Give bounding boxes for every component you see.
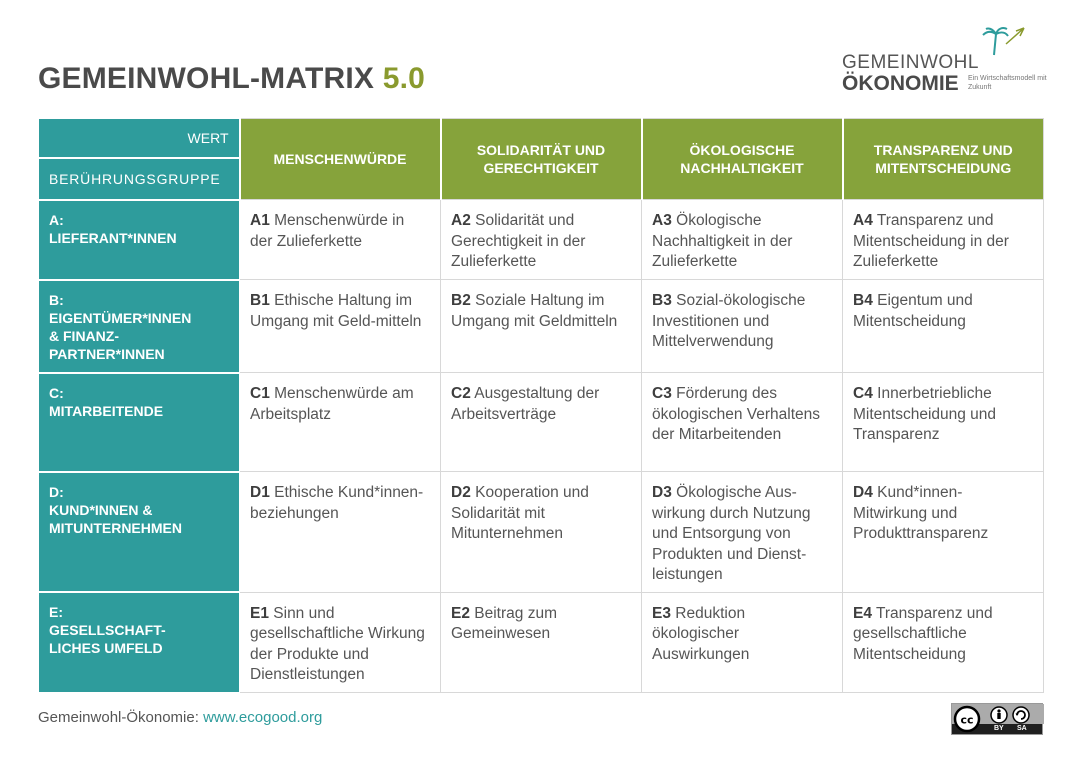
cell-code: C4 [853,385,873,402]
cell-code: A2 [451,212,471,229]
matrix-cell-e1: E1 Sinn und gesellschaftliche Wirkung de… [239,591,441,693]
group-name: B: EIGENTÜMER*INNEN & FINANZ- PARTNER*IN… [49,291,192,362]
cell-text: Menschenwürde am Arbeitsplatz [250,385,414,423]
license-by-label: BY [994,725,1004,732]
cell-text: Transparenz und Mitentscheidung in der Z… [853,212,1009,270]
page-title: GEMEINWOHL-MATRIX 5.0 [38,62,425,96]
matrix-row-d: D: KUND*INNEN & MITUNTERNEHMEN D1 Ethisc… [38,470,1044,593]
cell-code: B2 [451,292,471,309]
logo-line1: GEMEINWOHL [842,52,979,73]
matrix-row-e: E: GESELLSCHAFT- LICHES UMFELD E1 Sinn u… [38,591,1044,693]
svg-text:cc: cc [960,714,973,727]
cell-text: Innerbetriebliche Mitentscheidung und Tr… [853,385,997,443]
value-header-menschenwuerde: MENSCHENWÜRDE [238,118,441,200]
matrix-cell-b2: B2 Soziale Haltung im Umgang mit Geldmit… [440,279,642,373]
footer-prefix: Gemeinwohl-Ökonomie: [38,709,199,726]
cell-code: A3 [652,212,672,229]
cell-code: A1 [250,212,270,229]
matrix-cell-a4: A4 Transparenz und Mitentscheidung in de… [842,199,1044,280]
cell-text: Reduktion ökologischer Auswirkungen [652,604,750,663]
cell-code: E4 [853,604,872,622]
group-header-a: A: LIEFERANT*INNEN [38,198,240,280]
matrix-cell-e3: E3 Reduktion ökologischer Auswirkungen [641,591,843,693]
cell-text: Transparenz und gesellschaftliche Mitent… [853,604,993,663]
cell-text: Kooperation und Solidarität mit Mitunter… [451,484,589,542]
cell-code: C2 [451,385,471,402]
cell-text: Sinn und gesellschaftliche Wirkung der P… [250,604,425,684]
values-header-row: WERT BERÜHRUNGSGRUPPE MENSCHENWÜRDE SOLI… [38,118,1044,200]
gemeinwohl-matrix: WERT BERÜHRUNGSGRUPPE MENSCHENWÜRDE SOLI… [38,118,1044,693]
footer: Gemeinwohl-Ökonomie: www.ecogood.org [38,709,322,726]
group-header-b: B: EIGENTÜMER*INNEN & FINANZ- PARTNER*IN… [38,278,240,373]
cell-code: A4 [853,212,873,229]
matrix-cell-c4: C4 Innerbetriebliche Mitentscheidung und… [842,372,1044,472]
cell-code: C1 [250,385,270,402]
group-header-c: C: MITARBEITENDE [38,371,240,472]
cell-text: Ökologische Nachhaltigkeit in der Zulief… [652,212,793,270]
cell-code: D1 [250,484,270,501]
group-name: E: GESELLSCHAFT- LICHES UMFELD [49,604,166,656]
matrix-corner: WERT BERÜHRUNGSGRUPPE [38,118,240,200]
matrix-cell-d4: D4 Kund*innen-Mitwirkung und Produkttran… [842,471,1044,593]
cell-text: Kund*innen-Mitwirkung und Produkttranspa… [853,484,989,542]
group-name: A: LIEFERANT*INNEN [49,211,177,246]
matrix-cell-b3: B3 Sozial-ökologische Investitionen und … [641,279,843,373]
cc-by-sa-icon: cc BY SA [951,703,1044,735]
matrix-row-a: A: LIEFERANT*INNEN A1 Menschenwürde in d… [38,198,1044,280]
cell-code: E1 [250,604,269,622]
version-label: 5.0 [382,62,425,95]
license-sa-label: SA [1017,725,1027,732]
cell-code: D4 [853,484,873,501]
cell-text: Ausgestaltung der Arbeitsverträge [451,385,600,423]
value-axis-label: WERT [39,119,239,159]
cell-code: D2 [451,484,471,501]
cell-code: E3 [652,604,671,622]
cell-code: B4 [853,292,873,309]
matrix-row-c: C: MITARBEITENDE C1 Menschenwürde am Arb… [38,371,1044,472]
cell-code: C3 [652,385,672,402]
cell-text: Menschenwürde in der Zulieferkette [250,212,405,250]
cell-text: Ethische Haltung im Umgang mit Geld-mitt… [250,292,422,330]
cell-text: Solidarität und Gerechtigkeit in der Zul… [451,212,586,270]
cell-text: Soziale Haltung im Umgang mit Geldmittel… [451,292,618,330]
matrix-cell-b1: B1 Ethische Haltung im Umgang mit Geld-m… [239,279,441,373]
group-name: D: KUND*INNEN & MITUNTERNEHMEN [49,483,182,536]
group-name: C: MITARBEITENDE [49,384,164,419]
cell-text: Sozial-ökologische Investitionen und Mit… [652,292,806,350]
matrix-cell-e2: E2 Beitrag zum Gemeinwesen [440,591,642,693]
matrix-row-b: B: EIGENTÜMER*INNEN & FINANZ- PARTNER*IN… [38,278,1044,373]
cell-code: B1 [250,292,270,309]
matrix-cell-c1: C1 Menschenwürde am Arbeitsplatz [239,372,441,472]
cell-code: B3 [652,292,672,309]
cell-code: D3 [652,484,672,501]
cell-text: Förderung des ökologischen Verhaltens de… [652,385,821,443]
cell-text: Eigentum und Mitentscheidung [853,292,973,330]
matrix-cell-e4: E4 Transparenz und gesellschaftliche Mit… [842,591,1044,693]
group-header-d: D: KUND*INNEN & MITUNTERNEHMEN [38,470,240,593]
matrix-cell-b4: B4 Eigentum und Mitentscheidung [842,279,1044,373]
cell-text: Ethische Kund*innen-beziehungen [250,484,424,522]
cell-text: Ökologische Aus-wirkung durch Nutzung un… [652,484,811,583]
logo-line2: ÖKONOMIE [842,72,959,95]
value-header-solidaritaet: SOLIDARITÄT UND GERECHTIGKEIT [439,118,642,200]
group-header-e: E: GESELLSCHAFT- LICHES UMFELD [38,591,240,693]
logo: GEMEINWOHL ÖKONOMIE Ein Wirtschaftsmodel… [842,26,1047,96]
matrix-cell-d1: D1 Ethische Kund*innen-beziehungen [239,471,441,593]
matrix-cell-a2: A2 Solidarität und Gerechtigkeit in der … [440,199,642,280]
matrix-cell-c3: C3 Förderung des ökologischen Verhaltens… [641,372,843,472]
matrix-cell-d2: D2 Kooperation und Solidarität mit Mitun… [440,471,642,593]
cell-code: E2 [451,604,470,622]
group-axis-label: BERÜHRUNGSGRUPPE [49,171,221,187]
website-link[interactable]: www.ecogood.org [203,709,323,726]
value-header-transparenz: TRANSPARENZ UND MITENTSCHEIDUNG [841,118,1044,200]
cell-text: Beitrag zum Gemeinwesen [451,604,557,643]
logo-tagline: Ein Wirtschaftsmodell mit Zukunft [968,75,1047,91]
palm-tree-icon [982,27,1025,56]
title-text: GEMEINWOHL-MATRIX [38,62,375,95]
matrix-cell-c2: C2 Ausgestaltung der Arbeitsverträge [440,372,642,472]
matrix-cell-a3: A3 Ökologische Nachhaltigkeit in der Zul… [641,199,843,280]
matrix-cell-d3: D3 Ökologische Aus-wirkung durch Nutzung… [641,471,843,593]
value-header-nachhaltigkeit: ÖKOLOGISCHE NACHHALTIGKEIT [640,118,843,200]
matrix-cell-a1: A1 Menschenwürde in der Zulieferkette [239,199,441,280]
